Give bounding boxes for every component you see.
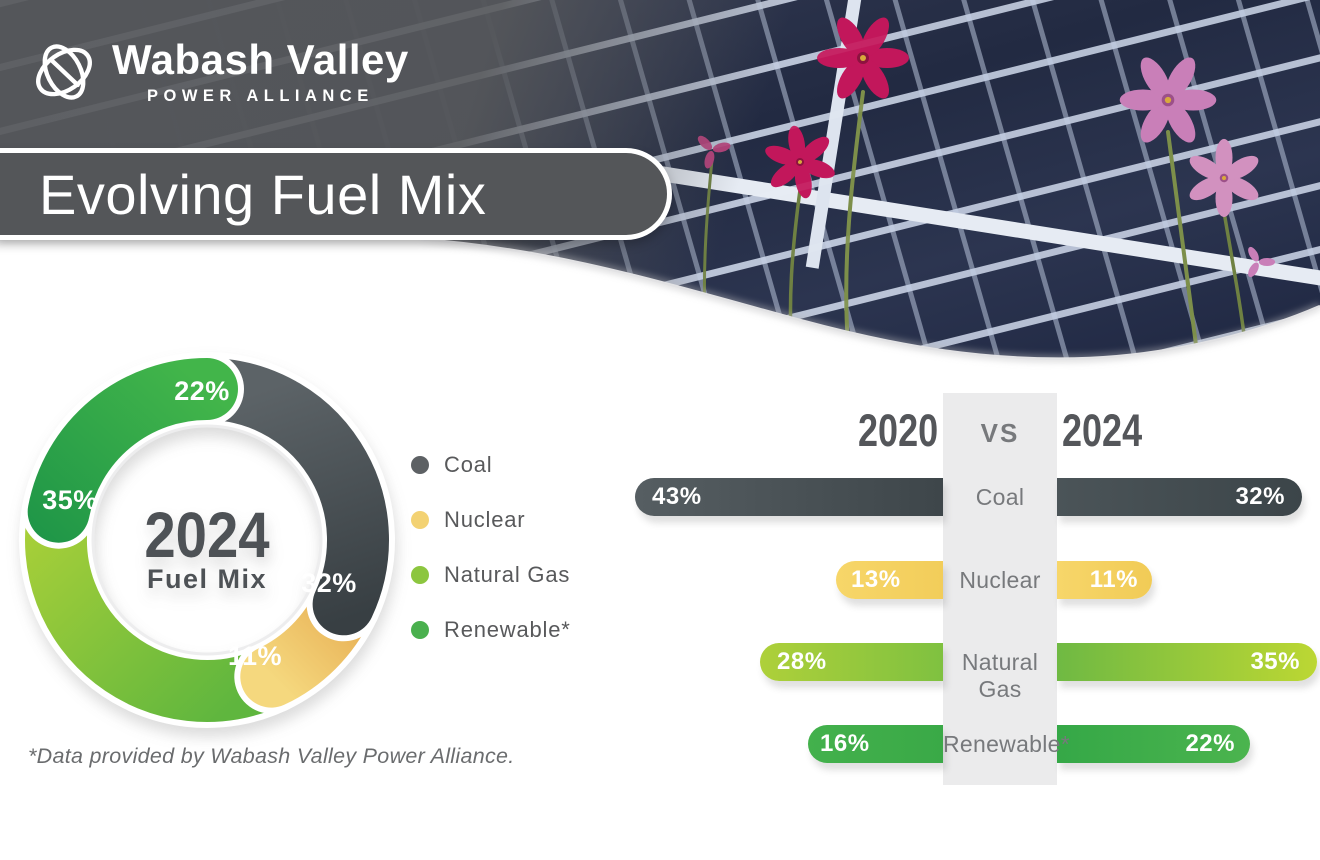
brand-logo: Wabash Valley POWER ALLIANCE — [28, 32, 409, 112]
hero-curve — [0, 239, 1320, 380]
donut-slice-value: 11% — [228, 641, 282, 671]
legend-dot-icon — [411, 621, 429, 639]
bar-2024-renewable-: 22% — [1057, 725, 1250, 763]
donut-slice-coal — [176, 358, 389, 636]
donut-slice-renewable- — [27, 358, 238, 543]
footnote: *Data provided by Wabash Valley Power Al… — [28, 744, 515, 768]
bar-value-label: 43% — [652, 483, 702, 510]
hero-curve-edge — [0, 237, 1320, 360]
category-label: Nuclear — [959, 567, 1041, 593]
knot-logo-icon — [36, 44, 92, 100]
bar-value-label: 28% — [777, 648, 827, 675]
donut-slice-natural-gas — [25, 480, 303, 722]
donut-slice-value: 22% — [174, 376, 230, 406]
category-label: Coal — [975, 484, 1025, 510]
legend-item: Coal — [411, 452, 571, 478]
legend-label: Coal — [444, 452, 493, 477]
bar-value-label: 11% — [1089, 566, 1138, 593]
bar-2020-nuclear: 13% — [836, 561, 943, 599]
legend-label: Renewable* — [444, 617, 571, 642]
legend-item: Renewable* — [411, 617, 571, 643]
brand-subtitle: POWER ALLIANCE — [147, 86, 374, 105]
legend-dot-icon — [411, 566, 429, 584]
donut-chart: 2024 Fuel Mix 32% 11% 35% 22% — [19, 352, 395, 728]
category-strip — [943, 393, 1057, 785]
bar-2020-renewable-: 16% — [808, 725, 943, 763]
bar-value-label: 35% — [1250, 648, 1300, 675]
legend-item: Natural Gas — [411, 562, 571, 588]
page-title-banner: Evolving Fuel Mix — [0, 148, 672, 240]
donut-center-label: Fuel Mix — [147, 564, 267, 594]
bar-value-label: 16% — [820, 730, 870, 757]
bar-value-label: 22% — [1185, 730, 1235, 757]
legend-label: Nuclear — [444, 507, 526, 532]
bar-value-label: 13% — [851, 566, 901, 593]
donut-inner-ring — [91, 424, 323, 656]
donut-slice-value: 32% — [301, 568, 357, 598]
donut-center-year: 2024 — [144, 499, 270, 571]
legend-dot-icon — [411, 456, 429, 474]
bar-2024-nuclear: 11% — [1057, 561, 1152, 599]
legend-label: Natural Gas — [444, 562, 571, 587]
year-left-label: 2020 — [857, 405, 938, 456]
bar-2020-coal: 43% — [635, 478, 943, 516]
bar-2020-natural-gas: 28% — [760, 643, 943, 681]
legend-item: Nuclear — [411, 507, 571, 533]
category-label: Renewable* — [943, 731, 1071, 757]
brand-name: Wabash Valley — [112, 36, 409, 84]
bar-2024-coal: 32% — [1057, 478, 1302, 516]
year-right-label: 2024 — [1062, 405, 1143, 456]
page-title: Evolving Fuel Mix — [39, 162, 487, 226]
bar-2024-natural-gas: 35% — [1057, 643, 1317, 681]
bar-value-label: 32% — [1235, 483, 1285, 510]
legend-dot-icon — [411, 511, 429, 529]
category-label: Natural Gas — [961, 649, 1039, 702]
vs-label: VS — [980, 418, 1020, 448]
legend: Coal Nuclear Natural Gas Renewable* — [411, 452, 571, 643]
donut-slice-value: 35% — [42, 485, 98, 515]
